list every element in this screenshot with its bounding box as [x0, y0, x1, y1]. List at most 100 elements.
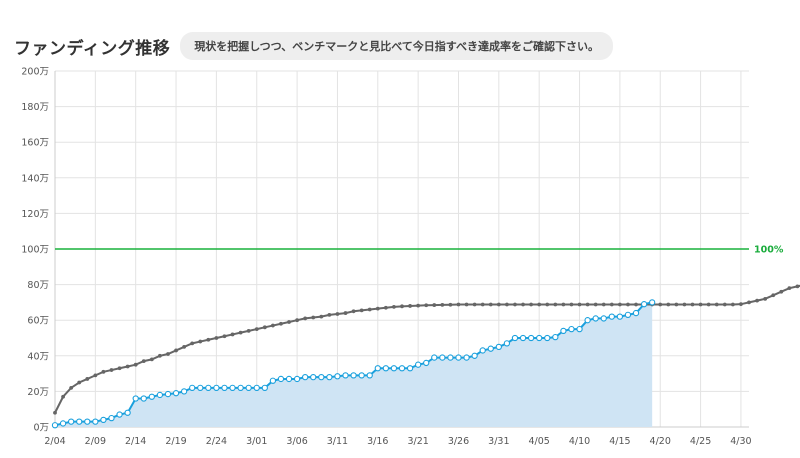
benchmark-point	[166, 352, 170, 356]
x-tick-label: 3/26	[448, 436, 469, 447]
actual-point	[221, 384, 228, 391]
benchmark-point	[795, 284, 800, 289]
benchmark-point	[698, 302, 703, 307]
benchmark-point	[125, 364, 130, 369]
benchmark-point	[505, 302, 509, 307]
target-line-label: 100%	[754, 245, 784, 256]
x-tick-label: 3/16	[367, 436, 388, 447]
benchmark-point	[747, 300, 751, 305]
actual-point	[92, 418, 99, 425]
actual-point	[398, 365, 406, 372]
benchmark-point	[133, 362, 138, 367]
benchmark-point	[238, 330, 243, 335]
x-tick-label: 3/01	[246, 436, 267, 447]
benchmark-point	[343, 311, 348, 315]
actual-point	[527, 334, 535, 342]
benchmark-point	[359, 308, 364, 313]
y-tick-label: 20万	[27, 387, 49, 398]
benchmark-point	[141, 359, 146, 364]
x-tick-label: 4/30	[730, 436, 751, 447]
benchmark-point	[529, 302, 534, 307]
benchmark-point	[682, 302, 687, 307]
actual-point	[423, 359, 430, 367]
benchmark-point	[214, 336, 219, 340]
benchmark-point	[496, 302, 501, 307]
benchmark-point	[569, 302, 574, 307]
benchmark-point	[295, 318, 299, 323]
benchmark-point	[61, 394, 65, 399]
actual-point	[302, 374, 309, 381]
actual-point	[544, 334, 551, 342]
benchmark-point	[279, 321, 283, 326]
actual-point	[59, 420, 67, 427]
actual-point	[269, 377, 277, 384]
benchmark-point	[400, 304, 404, 309]
benchmark-point	[367, 307, 372, 312]
actual-point	[205, 384, 212, 391]
actual-point	[608, 313, 615, 320]
benchmark-point	[311, 315, 316, 320]
actual-point	[552, 333, 559, 341]
actual-point	[568, 325, 575, 333]
actual-point	[310, 374, 317, 381]
benchmark-point	[392, 304, 396, 309]
benchmark-point	[53, 410, 57, 415]
benchmark-point	[674, 302, 679, 307]
actual-point	[67, 418, 75, 425]
benchmark-point	[270, 323, 275, 328]
benchmark-point	[101, 369, 106, 374]
actual-point	[479, 347, 486, 354]
actual-point	[318, 374, 325, 381]
benchmark-point	[521, 302, 525, 307]
chart-header: ファンディング推移 現状を把握しつつ、ベンチマークと見比べて今日指すべき達成率を…	[14, 31, 613, 61]
benchmark-point	[117, 366, 122, 371]
axis-labels-layer: 0万 20万 40万 60万 80万 100万 120万 140万 160万 180万 200万 2/…	[21, 67, 751, 448]
benchmark-point	[222, 334, 227, 339]
benchmark-point	[561, 302, 566, 307]
actual-point	[511, 334, 519, 342]
y-tick-label: 60万	[27, 316, 49, 327]
benchmark-point	[634, 302, 638, 307]
benchmark-point	[714, 302, 719, 307]
benchmark-point	[537, 302, 542, 307]
benchmark-point	[739, 302, 743, 307]
actual-point	[495, 343, 502, 351]
actual-point	[334, 373, 341, 380]
benchmark-point	[109, 368, 114, 372]
y-tick-label: 200万	[21, 67, 49, 78]
actual-point	[406, 365, 414, 372]
actual-point	[600, 315, 607, 322]
actual-point	[649, 299, 656, 306]
benchmark-point	[456, 302, 461, 307]
actual-point	[487, 345, 494, 352]
benchmark-point	[432, 303, 437, 307]
chart-title: ファンディング推移	[14, 38, 171, 59]
benchmark-point	[771, 293, 776, 298]
benchmark-point	[351, 309, 356, 314]
benchmark-point	[335, 312, 340, 316]
actual-point	[140, 395, 147, 402]
benchmark-point	[303, 316, 308, 321]
benchmark-point	[319, 314, 324, 319]
benchmark-point	[424, 303, 429, 308]
actual-layer	[51, 299, 656, 429]
x-tick-label: 4/15	[609, 436, 630, 447]
actual-point	[536, 334, 543, 342]
benchmark-point	[722, 302, 727, 307]
actual-point	[366, 372, 373, 379]
actual-point	[560, 327, 567, 335]
benchmark-point	[730, 302, 735, 307]
benchmark-point	[327, 312, 332, 317]
x-tick-label: 2/14	[125, 436, 146, 447]
benchmark-point	[182, 345, 187, 349]
benchmark-point	[158, 353, 162, 358]
x-tick-label: 4/20	[650, 436, 671, 447]
area-layer	[55, 302, 653, 427]
benchmark-point	[287, 320, 291, 324]
actual-point	[640, 301, 648, 308]
actual-point	[76, 418, 83, 425]
benchmark-point	[577, 302, 582, 307]
benchmark-point	[198, 339, 203, 344]
actual-point	[237, 384, 244, 391]
actual-point	[261, 384, 268, 391]
